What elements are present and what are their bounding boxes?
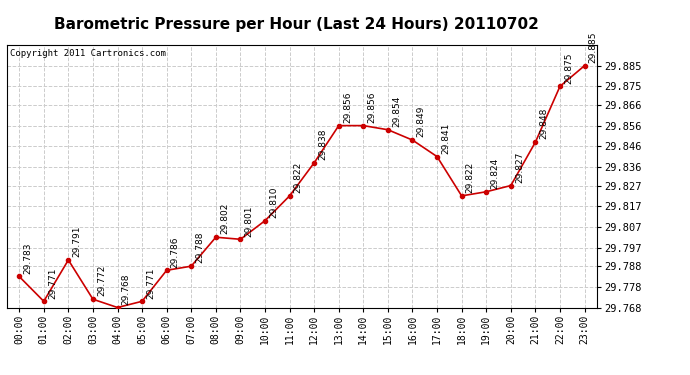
Text: 29.822: 29.822: [466, 162, 475, 193]
Text: 29.841: 29.841: [441, 123, 451, 154]
Text: 29.827: 29.827: [515, 152, 524, 183]
Text: 29.885: 29.885: [589, 32, 598, 63]
Text: 29.771: 29.771: [146, 267, 155, 298]
Text: 29.822: 29.822: [294, 162, 303, 193]
Text: 29.856: 29.856: [343, 92, 352, 123]
Text: Barometric Pressure per Hour (Last 24 Hours) 20110702: Barometric Pressure per Hour (Last 24 Ho…: [55, 17, 539, 32]
Text: 29.783: 29.783: [23, 242, 32, 274]
Text: 29.875: 29.875: [564, 52, 573, 84]
Text: 29.802: 29.802: [220, 203, 229, 234]
Text: 29.810: 29.810: [269, 186, 278, 218]
Text: 29.791: 29.791: [72, 226, 81, 257]
Text: 29.788: 29.788: [195, 232, 204, 263]
Text: 29.848: 29.848: [540, 108, 549, 140]
Text: 29.824: 29.824: [491, 158, 500, 189]
Text: 29.854: 29.854: [392, 96, 401, 127]
Text: 29.849: 29.849: [417, 106, 426, 137]
Text: 29.856: 29.856: [368, 92, 377, 123]
Text: 29.771: 29.771: [48, 267, 57, 298]
Text: Copyright 2011 Cartronics.com: Copyright 2011 Cartronics.com: [10, 49, 166, 58]
Text: 29.838: 29.838: [318, 129, 327, 160]
Text: 29.786: 29.786: [171, 236, 180, 267]
Text: 29.801: 29.801: [244, 205, 254, 237]
Text: 29.768: 29.768: [121, 273, 130, 305]
Text: 29.772: 29.772: [97, 265, 106, 297]
